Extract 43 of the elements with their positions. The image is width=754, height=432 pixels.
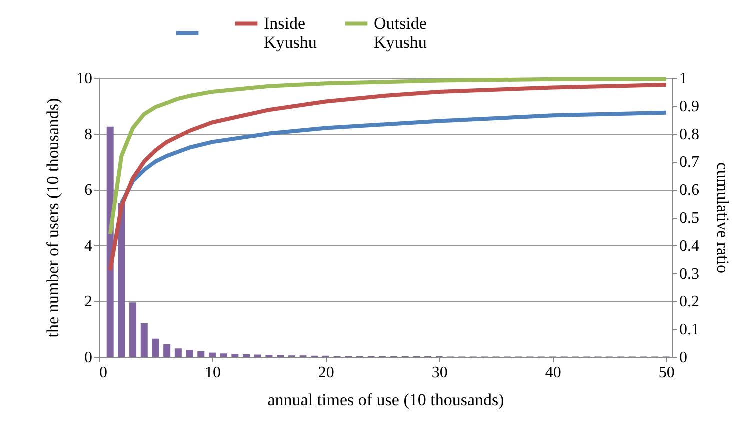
y2-tick-label: 0.3: [680, 266, 700, 283]
bar: [232, 354, 239, 357]
y-tick-label: 0: [84, 350, 92, 366]
y2-axis-title: cumulative ratio: [714, 162, 732, 274]
y-tick-label: 8: [84, 126, 92, 144]
bar: [164, 344, 171, 357]
bar: [198, 351, 205, 357]
x-axis-title: annual times of use (10 thousands): [268, 390, 504, 410]
y2-tick-label: 0.8: [680, 126, 700, 144]
y-axis-title: the number of users (10 thousands): [44, 98, 62, 338]
x-tick-label: 50: [658, 364, 675, 382]
x-tick-label: 10: [204, 364, 221, 382]
bar: [152, 338, 160, 357]
x-tick-label: 30: [432, 364, 448, 382]
y2-tick-label: 1: [680, 70, 688, 88]
y2-tick-label: 0.7: [680, 154, 700, 172]
y2-tick-label: 0.2: [680, 294, 700, 311]
line-series: [108, 77, 668, 236]
bar: [220, 354, 228, 357]
x-tick-label: 20: [318, 364, 334, 382]
legend-label: Outside Kyushu: [374, 14, 428, 52]
bar: [174, 348, 182, 357]
bar: [243, 354, 250, 357]
line-series: [108, 82, 668, 273]
y2-tick-label: 0.9: [680, 98, 700, 116]
legend-label: Inside Kyushu: [264, 14, 318, 52]
y2-tick-label: 0.5: [680, 210, 700, 227]
y-tick-label: 2: [84, 294, 92, 311]
y2-tick-label: 0.1: [680, 322, 700, 339]
y-tick-label: 10: [76, 70, 92, 88]
bar: [208, 352, 216, 357]
line-series: [120, 110, 668, 206]
bar: [140, 324, 148, 357]
x-tick-label: 40: [545, 364, 562, 382]
y2-tick-label: 0.4: [680, 238, 700, 255]
bar: [118, 204, 126, 357]
y-tick-label: 6: [84, 182, 92, 200]
bar: [186, 350, 194, 357]
y2-tick-label: 0.6: [680, 182, 700, 200]
bar: [130, 302, 137, 357]
x-tick-label: 0: [100, 364, 108, 382]
y-tick-label: 4: [84, 238, 92, 255]
y2-tick-label: 0: [680, 350, 688, 366]
